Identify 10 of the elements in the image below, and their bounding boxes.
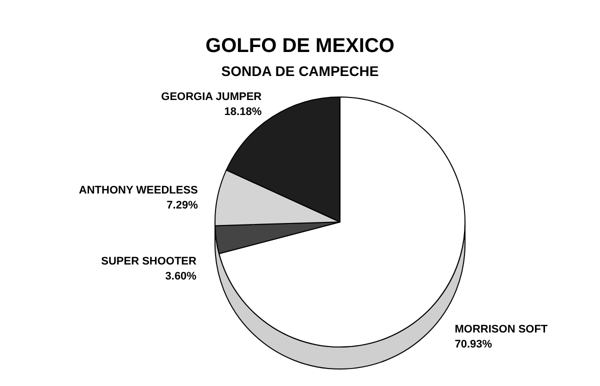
data-label: 18.18%: [224, 106, 262, 118]
data-label: 3.60%: [165, 270, 197, 283]
slice-label: MORRISON SOFT: [454, 324, 548, 336]
chart-title: GOLFO DE MEXICO: [206, 35, 394, 57]
chart-subtitle: SONDA DE CAMPECHE: [221, 63, 379, 79]
slice-label: SUPER SHOOTER: [101, 256, 197, 268]
slice-label: ANTHONY WEEDLESS: [78, 184, 198, 196]
data-label: 70.93%: [454, 338, 492, 351]
data-label: 7.29%: [166, 199, 198, 212]
slice-label: GEORGIA JUMPER: [161, 91, 262, 104]
